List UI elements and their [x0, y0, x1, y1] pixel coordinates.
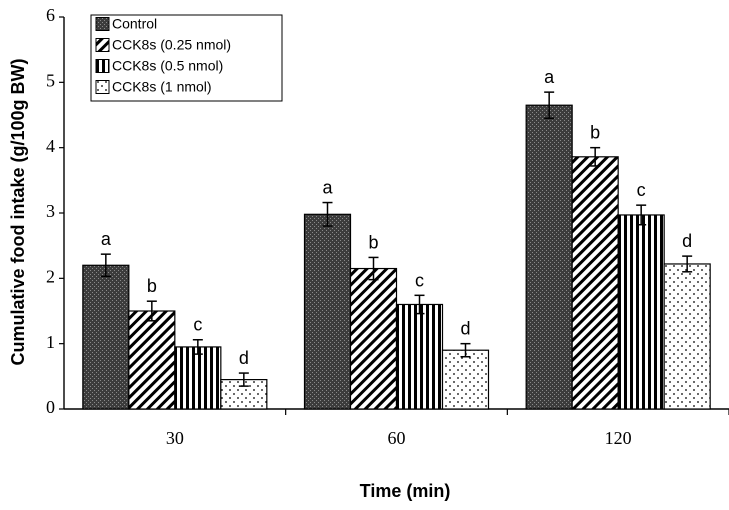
significance-label: a [544, 67, 555, 87]
x-tick-label: 60 [388, 428, 406, 448]
bar [128, 310, 176, 410]
significance-label: c [193, 315, 202, 335]
x-axis-title: Time (min) [360, 481, 451, 501]
legend: Control CCK8s (0.25 nmol) CCK8s (0.5 nmol)… [90, 14, 283, 102]
bar [617, 214, 665, 410]
significance-label: d [239, 348, 249, 368]
y-tick-label: 2 [46, 266, 55, 286]
legend-label: CCK8s (0.5 nmol) [112, 58, 223, 74]
y-axis-title: Cumulative food intake (g/100g BW) [8, 58, 28, 365]
bar [571, 156, 619, 410]
bar [441, 349, 490, 410]
y-tick-label: 0 [46, 397, 55, 417]
y-tick-label: 6 [46, 5, 55, 25]
bar [82, 264, 130, 410]
significance-label: b [590, 123, 600, 143]
bar [174, 346, 222, 410]
y-tick-label: 3 [46, 201, 55, 221]
significance-label: c [415, 270, 424, 290]
legend-swatch [95, 38, 110, 52]
significance-label: d [682, 231, 692, 251]
y-tick-label: 4 [46, 136, 55, 156]
legend-label: Control [112, 16, 157, 32]
bar [303, 213, 352, 410]
y-tick-label: 5 [46, 70, 55, 90]
x-tick-label: 120 [605, 428, 632, 448]
significance-label: b [368, 232, 378, 252]
legend-box [90, 14, 283, 102]
plot-area: 0 1 2 3 4 5 6 30 a b c d 60 a b c d 120 a b c d [46, 5, 729, 448]
legend-label: CCK8s (0.25 nmol) [112, 37, 231, 53]
significance-label: b [147, 276, 157, 296]
significance-label: c [637, 180, 646, 200]
legend-swatch [95, 59, 110, 73]
legend-swatch [95, 17, 110, 31]
significance-label: d [460, 319, 470, 339]
legend-swatch [95, 80, 110, 94]
bar [663, 263, 711, 410]
bar [395, 303, 444, 410]
legend-label: CCK8s (1 nmol) [112, 79, 212, 95]
x-tick-label: 30 [166, 428, 184, 448]
significance-label: a [322, 178, 333, 198]
significance-label: a [101, 229, 112, 249]
bar [525, 104, 573, 410]
y-tick-label: 1 [46, 332, 55, 352]
bar [349, 267, 398, 410]
